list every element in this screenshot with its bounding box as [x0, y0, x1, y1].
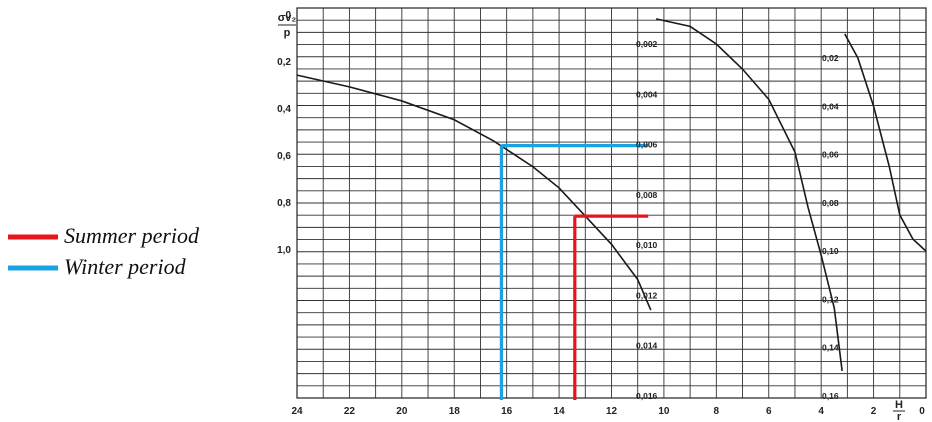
legend-svg: Summer period Winter period [8, 223, 200, 279]
x-tick-label: 0 [919, 406, 925, 417]
x-tick-label: 8 [714, 406, 720, 417]
legend-label-summer: Summer period [64, 223, 200, 248]
y-middle-tick-label: 0,008 [636, 190, 658, 200]
x-tick-label: 2 [871, 406, 877, 417]
series-line-left [296, 74, 652, 311]
x-tick-label: 16 [501, 406, 513, 417]
x-axis-title-bottom: r [897, 411, 902, 422]
y-left-tick-label: 0,6 [277, 151, 291, 162]
chart-tick-labels: 24 22 20 18 16 14 12 10 8 6 4 2 000,20,40,60,81,00,0… [277, 10, 925, 417]
x-tick-label: 10 [658, 406, 670, 417]
y-right-tick-label: 0,06 [822, 150, 839, 160]
y-middle-tick-label: 0,012 [636, 290, 658, 300]
chart-annotation-lines [499, 144, 649, 400]
y-left-tick-label: 1,0 [277, 245, 291, 256]
y-left-tick-label: 0 [285, 10, 291, 21]
y-middle-tick-label: 0,002 [636, 39, 658, 49]
y-middle-tick-label: 0,010 [636, 240, 658, 250]
y-left-tick-label: 0,2 [277, 57, 291, 68]
y-axis-title-bottom: p [284, 27, 291, 39]
y-right-tick-label: 0,16 [822, 391, 839, 401]
y-middle-tick-label: 0,014 [636, 341, 658, 351]
y-middle-tick-label: 0,016 [636, 391, 658, 401]
x-tick-label: 6 [766, 406, 772, 417]
x-tick-label: 22 [344, 406, 356, 417]
y-middle-tick-label: 0,004 [636, 89, 658, 99]
x-tick-label: 12 [606, 406, 618, 417]
legend-label-winter: Winter period [64, 254, 187, 279]
series-line-middle [655, 18, 843, 371]
y-right-tick-label: 0,12 [822, 294, 839, 304]
y-right-tick-label: 0,10 [822, 246, 839, 256]
x-tick-label: 20 [396, 406, 408, 417]
y-left-tick-label: 0,4 [277, 104, 291, 115]
x-axis-title-top: H [895, 399, 903, 411]
x-tick-label: 14 [554, 406, 566, 417]
x-tick-label: 24 [291, 406, 303, 417]
y-right-tick-label: 0,14 [822, 343, 839, 353]
x-tick-label: 4 [818, 406, 824, 417]
x-tick-label: 18 [449, 406, 461, 417]
y-middle-tick-label: 0,006 [636, 140, 658, 150]
y-right-tick-label: 0,08 [822, 198, 839, 208]
series-line-right [844, 33, 927, 252]
chart-curves [296, 18, 927, 371]
plot-frame [296, 7, 927, 399]
y-right-tick-label: 0,02 [822, 53, 839, 63]
y-right-tick-label: 0,04 [822, 101, 839, 111]
y-left-tick-label: 0,8 [277, 198, 291, 209]
chart-axis-titles: σv₂ p Hr [278, 12, 905, 422]
y-axis-title-top: σv₂ [278, 12, 297, 24]
